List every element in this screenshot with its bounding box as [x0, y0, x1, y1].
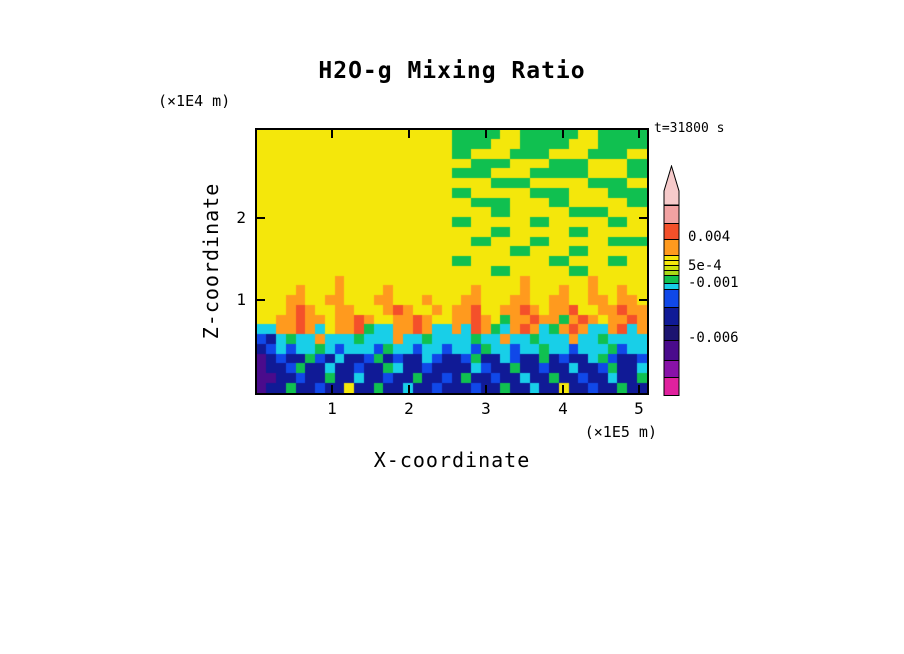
colorbar-segment	[663, 289, 680, 308]
x-tick-mark	[562, 130, 564, 138]
colorbar-segment	[663, 205, 680, 224]
colorbar-segment	[663, 239, 680, 256]
x-tick-mark	[331, 130, 333, 138]
y-tick-label: 1	[236, 290, 246, 309]
x-tick-mark	[331, 385, 333, 393]
colorbar-segment	[663, 260, 680, 266]
colorbar-label: -0.001	[688, 275, 739, 291]
y-tick-mark	[257, 217, 265, 219]
colorbar-segment	[663, 255, 680, 261]
colorbar-segment	[663, 360, 680, 378]
colorbar	[663, 165, 680, 396]
colorbar-segment	[663, 283, 680, 290]
x-tick-label: 4	[558, 399, 568, 418]
colorbar-label: 0.004	[688, 229, 731, 245]
timestamp: t=31800 s	[654, 121, 725, 136]
x-tick-mark	[485, 385, 487, 393]
colorbar-segment	[663, 275, 680, 284]
colorbar-segment	[663, 265, 680, 271]
colorbar-label: 5e-4	[688, 258, 722, 274]
colorbar-segment	[663, 307, 680, 326]
plot-area	[255, 128, 649, 395]
colorbar-segment	[663, 377, 680, 396]
x-tick-mark	[485, 130, 487, 138]
x-tick-mark	[562, 385, 564, 393]
colorbar-segment	[663, 325, 680, 341]
heatmap-canvas	[257, 130, 647, 393]
y-tick-label: 2	[236, 208, 246, 227]
x-axis-unit: (×1E5 m)	[584, 423, 657, 441]
x-tick-label: 5	[634, 399, 644, 418]
plot-title: H2O-g Mixing Ratio	[318, 58, 586, 84]
x-tick-mark	[638, 385, 640, 393]
x-tick-mark	[638, 130, 640, 138]
colorbar-segment	[663, 340, 680, 361]
colorbar-segment	[663, 223, 680, 240]
x-tick-mark	[408, 130, 410, 138]
colorbar-arrow	[663, 165, 680, 206]
x-tick-mark	[408, 385, 410, 393]
x-axis-label: X-coordinate	[373, 448, 531, 472]
y-axis-label: Z-coordinate	[199, 182, 223, 340]
colorbar-label: -0.006	[688, 330, 739, 346]
y-tick-mark	[639, 299, 647, 301]
y-tick-mark	[257, 299, 265, 301]
x-tick-label: 2	[404, 399, 414, 418]
x-tick-label: 3	[481, 399, 491, 418]
y-axis-unit: (×1E4 m)	[158, 92, 231, 110]
y-tick-mark	[639, 217, 647, 219]
x-tick-label: 1	[327, 399, 337, 418]
colorbar-segment	[663, 270, 680, 276]
